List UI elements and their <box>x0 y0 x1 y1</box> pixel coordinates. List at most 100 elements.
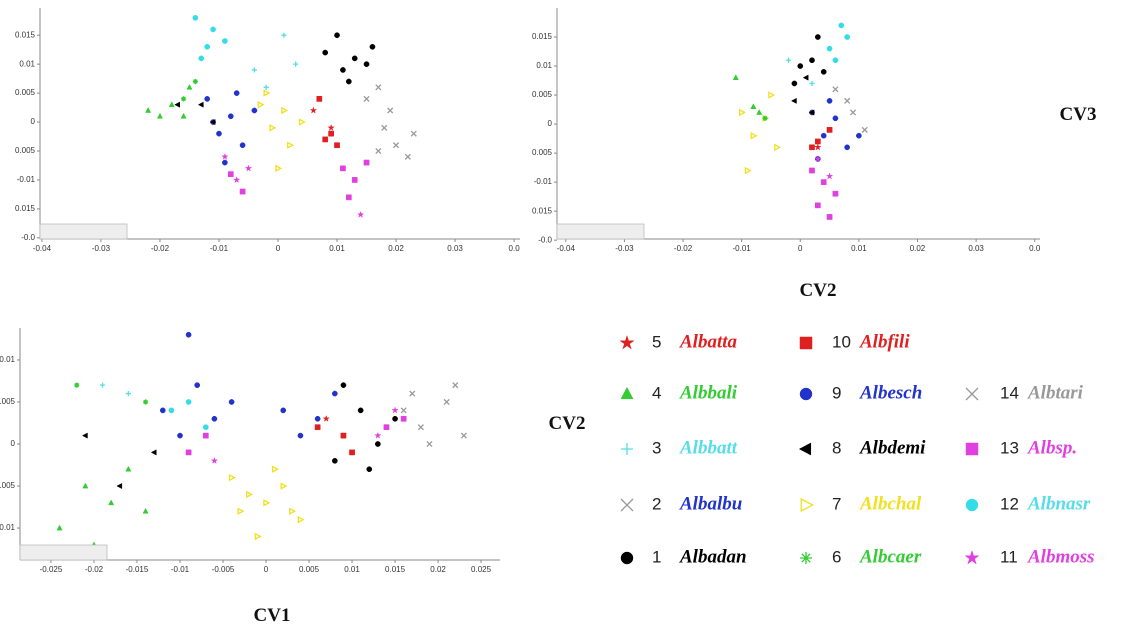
marker <box>185 449 192 456</box>
marker <box>221 152 229 160</box>
marker <box>391 406 399 414</box>
legend-number: 1 <box>652 547 661 566</box>
legend-marker <box>621 443 633 455</box>
y-tick-label: -0.01 <box>0 523 16 532</box>
y-tick-label: 0.01 <box>536 61 552 70</box>
marker <box>204 44 211 50</box>
marker <box>209 119 216 126</box>
marker <box>443 398 450 406</box>
y-tick-label: 0.015 <box>532 32 553 41</box>
marker <box>832 190 839 197</box>
legend-marker <box>965 442 979 456</box>
y-tick-label: 0.005 <box>532 90 553 99</box>
marker <box>351 55 358 62</box>
legend-number: 13 <box>1000 438 1019 457</box>
marker <box>334 142 340 149</box>
marker <box>809 144 815 151</box>
x-tick-label: 0 <box>798 244 803 253</box>
marker <box>227 171 234 178</box>
y-tick-label: -0.0 <box>538 235 552 244</box>
marker <box>826 98 833 104</box>
marker <box>340 382 347 388</box>
axis-label: CV2 <box>800 280 837 301</box>
marker <box>322 136 329 143</box>
marker <box>81 432 88 439</box>
marker <box>820 132 827 139</box>
y-tick-label: -0.01 <box>534 177 553 186</box>
legend-name: Albbatt <box>679 437 738 458</box>
marker <box>156 112 163 119</box>
marker <box>202 432 209 439</box>
marker <box>327 123 335 132</box>
marker <box>185 331 192 338</box>
legend-name: Albnasr <box>1027 493 1091 514</box>
marker <box>808 109 815 116</box>
marker <box>331 458 338 464</box>
y-tick-label: 0.005 <box>0 481 16 490</box>
marker <box>211 415 218 422</box>
x-tick-label: 0 <box>276 244 281 253</box>
marker <box>349 449 355 456</box>
marker <box>293 61 299 67</box>
marker <box>374 431 382 439</box>
x-tick-label: 0.025 <box>471 565 492 574</box>
legend-name: Albtari <box>1027 382 1084 403</box>
marker <box>832 57 839 64</box>
marker <box>825 172 834 180</box>
x-tick-label: -0.01 <box>171 565 190 574</box>
axis-label: CV3 <box>1060 104 1097 125</box>
x-tick-label: 0.01 <box>851 244 867 253</box>
legend-number: 14 <box>1000 383 1019 402</box>
marker <box>381 124 388 131</box>
marker <box>340 432 347 439</box>
marker <box>322 49 329 56</box>
legend-name: Albcaer <box>859 546 922 567</box>
marker <box>392 415 398 422</box>
marker <box>192 78 198 85</box>
marker <box>328 130 334 137</box>
marker <box>363 95 370 102</box>
x-tick-label: -0.005 <box>212 565 235 574</box>
marker <box>233 90 240 96</box>
marker <box>194 382 201 388</box>
marker <box>392 142 400 149</box>
y-tick-label: 0.005 <box>15 146 36 155</box>
marker <box>239 188 246 195</box>
marker <box>345 78 352 85</box>
y-tick-label: 0.015 <box>15 30 36 39</box>
overlay-box <box>39 223 128 240</box>
marker <box>116 483 123 490</box>
marker <box>322 414 330 422</box>
marker <box>198 55 205 62</box>
x-tick-label: 0.015 <box>385 565 406 574</box>
marker <box>108 499 115 506</box>
legend-number: 9 <box>832 383 841 402</box>
marker <box>210 26 216 33</box>
marker <box>239 142 246 148</box>
marker <box>251 67 257 73</box>
x-tick-label: 0.02 <box>430 565 446 574</box>
marker <box>785 57 792 63</box>
marker <box>340 67 346 73</box>
y-tick-label: 0.015 <box>15 204 36 213</box>
marker <box>417 424 424 431</box>
x-tick-label: -0.02 <box>151 244 170 253</box>
marker <box>159 407 166 414</box>
y-tick-label: -0.01 <box>17 175 36 184</box>
marker <box>180 96 187 102</box>
marker <box>849 109 857 116</box>
x-tick-label: 0.005 <box>299 565 320 574</box>
marker <box>297 432 304 439</box>
marker <box>809 167 815 174</box>
marker <box>410 130 417 137</box>
marker <box>210 456 219 465</box>
legend-marker <box>800 552 812 564</box>
marker <box>838 22 845 29</box>
marker <box>820 179 827 185</box>
marker <box>331 390 338 397</box>
y-tick-label: 0 <box>548 119 553 128</box>
marker <box>369 44 376 50</box>
legend-number: 6 <box>832 547 841 566</box>
marker <box>244 164 253 172</box>
marker <box>254 532 262 541</box>
